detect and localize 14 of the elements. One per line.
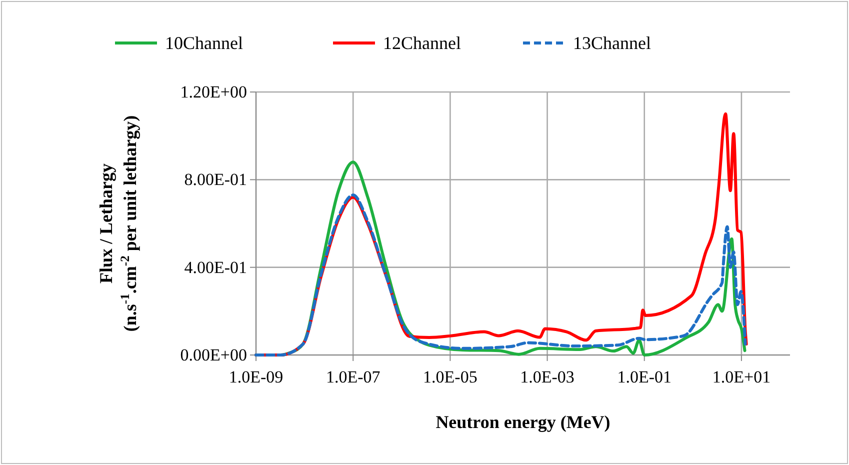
x-axis-title: Neutron energy (MeV) [436,412,610,432]
x-tick-label: 1.0E-09 [228,368,284,387]
y-tick-label: 4.00E-01 [184,258,247,277]
x-tick-label: 1.0E-07 [326,368,381,387]
y-tick-label: 0.00E+00 [180,345,247,364]
y-tick-label: 8.00E-01 [184,170,247,190]
legend-label: 13Channel [573,33,651,53]
y-tick-label: 1.20E+00 [180,82,247,102]
x-tick-label: 1.0E+01 [712,368,771,387]
x-tick-label: 1.0E-05 [423,368,478,387]
x-tick-label: 1.0E-01 [617,368,672,387]
legend-label: 12Channel [383,33,461,53]
x-tick-label: 1.0E-03 [520,368,574,387]
legend-label: 10Channel [165,33,243,53]
